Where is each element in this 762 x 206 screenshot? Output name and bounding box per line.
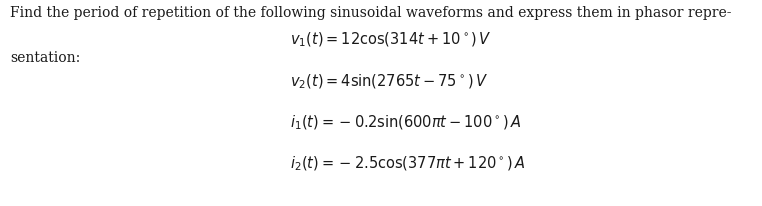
Text: $i_1(t) = -0.2\sin(600\pi t - 100^\circ)\, A$: $i_1(t) = -0.2\sin(600\pi t - 100^\circ)… xyxy=(290,113,521,132)
Text: Find the period of repetition of the following sinusoidal waveforms and express : Find the period of repetition of the fol… xyxy=(10,6,732,20)
Text: $i_2(t) = -2.5\cos(377\pi t + 120^\circ)\, A$: $i_2(t) = -2.5\cos(377\pi t + 120^\circ)… xyxy=(290,154,525,173)
Text: $v_2(t) = 4\sin(2765t - 75^\circ)\, V$: $v_2(t) = 4\sin(2765t - 75^\circ)\, V$ xyxy=(290,72,488,90)
Text: $v_1(t) = 12\cos(314t + 10^\circ)\, V$: $v_1(t) = 12\cos(314t + 10^\circ)\, V$ xyxy=(290,31,491,49)
Text: sentation:: sentation: xyxy=(10,52,80,66)
